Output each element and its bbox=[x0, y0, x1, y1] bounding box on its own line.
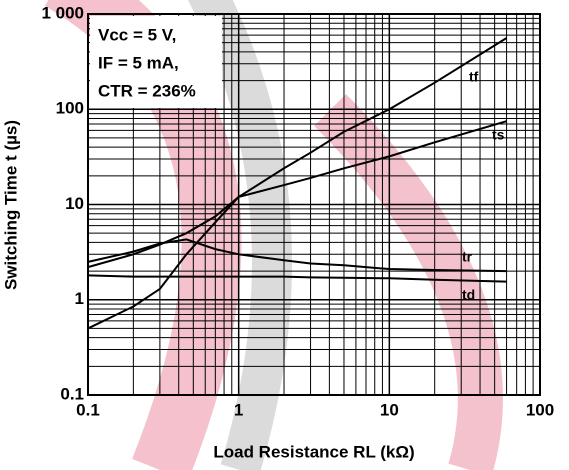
x-axis-title: Load Resistance RL (kΩ) bbox=[213, 442, 414, 461]
y-tick-label: 10 bbox=[65, 194, 84, 213]
annotation: Vcc = 5 V, bbox=[98, 25, 176, 44]
y-tick-label: 0.1 bbox=[60, 384, 84, 403]
series-line bbox=[87, 37, 508, 330]
y-tick-label: 1 bbox=[75, 289, 84, 308]
annotation-box bbox=[90, 16, 222, 108]
series-label: tr bbox=[462, 249, 473, 265]
series-label: tf bbox=[469, 69, 479, 85]
annotation: IF = 5 mA, bbox=[98, 53, 179, 72]
series-label: ts bbox=[492, 127, 505, 143]
plot-frame bbox=[87, 13, 541, 396]
series-line bbox=[87, 274, 507, 283]
series-line bbox=[87, 120, 507, 269]
series-line bbox=[87, 238, 507, 273]
x-tick-label: 10 bbox=[380, 400, 399, 419]
x-tick-label: 100 bbox=[526, 400, 554, 419]
annotation: CTR = 236% bbox=[98, 81, 196, 100]
series-label: td bbox=[462, 287, 475, 303]
y-tick-label: 100 bbox=[56, 99, 84, 118]
x-tick-label: 1 bbox=[234, 400, 243, 419]
y-axis-title: Switching Time t (µs) bbox=[1, 120, 20, 290]
x-tick-label: 0.1 bbox=[76, 400, 100, 419]
y-tick-label: 1 000 bbox=[41, 3, 84, 22]
